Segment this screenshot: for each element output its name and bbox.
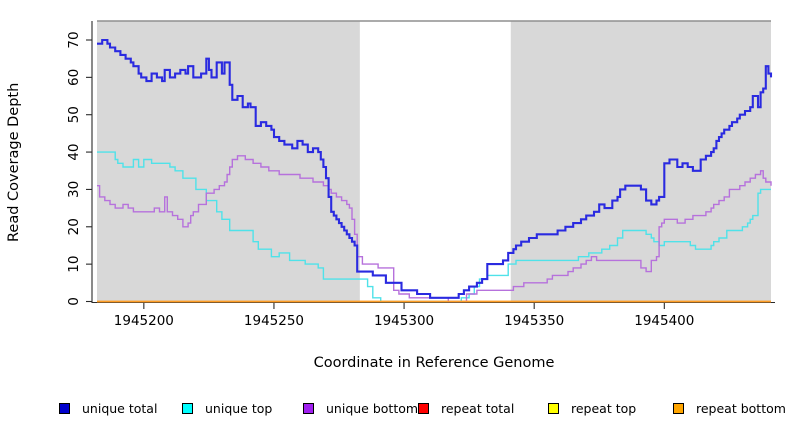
y-tick-label: 40 [66, 143, 82, 160]
y-tick-label: 10 [66, 256, 82, 273]
series-unique-total [97, 38, 773, 299]
x-tick-label: 1945400 [634, 313, 694, 329]
x-tick-label: 1945350 [504, 313, 564, 329]
y-tick-label: 60 [66, 69, 82, 86]
y-axis-title: Read Coverage Depth [6, 82, 22, 242]
y-tick-label: 30 [66, 181, 82, 198]
y-tick-label: 70 [66, 31, 82, 48]
x-tick-label: 1945200 [114, 313, 174, 329]
x-tick-label: 1945250 [244, 313, 304, 329]
y-tick-label: 20 [66, 218, 82, 235]
x-axis-title: Coordinate in Reference Genome [313, 355, 555, 371]
x-tick-label: 1945300 [374, 313, 434, 329]
highlight-region [359, 21, 511, 303]
y-tick-label: 0 [66, 297, 82, 306]
y-tick-label: 50 [66, 106, 82, 123]
